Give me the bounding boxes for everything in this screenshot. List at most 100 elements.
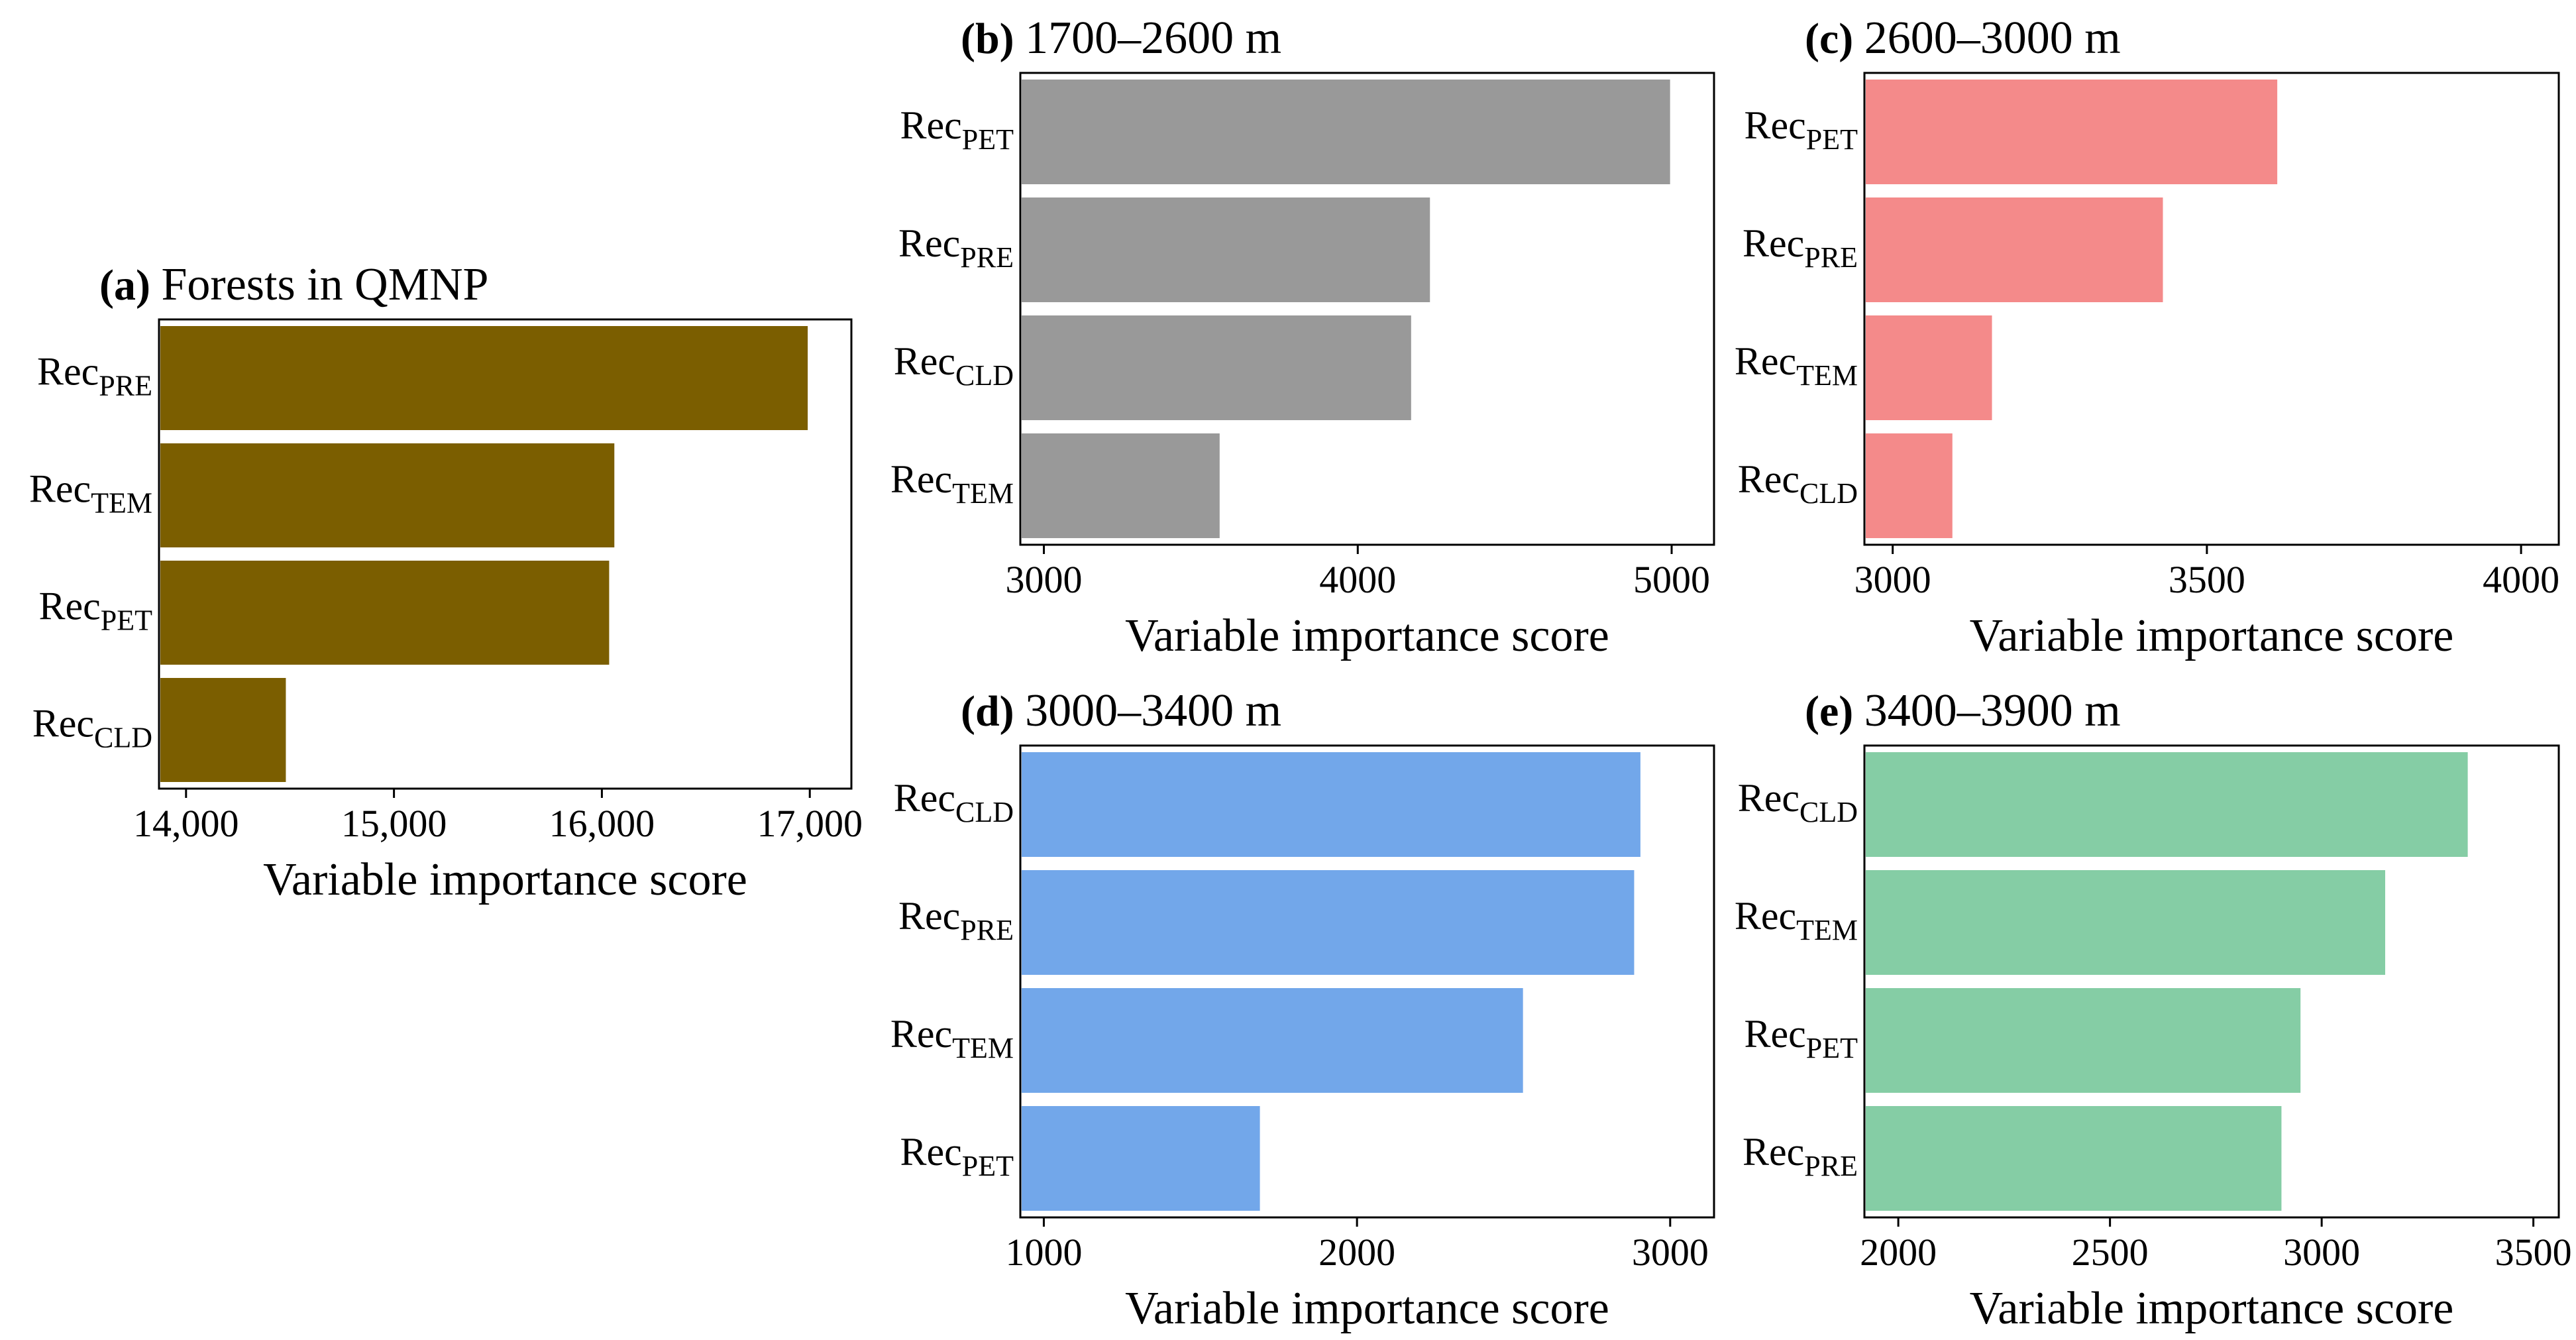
category-label-sub: CLD bbox=[94, 722, 152, 754]
bar-rec-pet bbox=[160, 561, 610, 665]
category-label: RecCLD bbox=[1738, 457, 1858, 510]
x-tick-label: 3000 bbox=[2283, 1231, 2360, 1274]
bar-rec-cld bbox=[1866, 433, 1953, 538]
category-label-main: Rec bbox=[894, 776, 955, 820]
category-label-sub: TEM bbox=[91, 487, 152, 520]
bar-rec-pre bbox=[1022, 197, 1430, 302]
bar-rec-pre bbox=[1866, 197, 2163, 302]
category-label: RecCLD bbox=[894, 776, 1014, 828]
category-label-main: Rec bbox=[894, 339, 955, 383]
panel-title: (c) 2600–3000 m bbox=[1805, 13, 2121, 64]
category-label-main: Rec bbox=[1735, 339, 1796, 383]
panel-title-letter: (b) bbox=[961, 15, 1025, 63]
x-tick-label: 4000 bbox=[2483, 558, 2559, 601]
x-tick-label: 2000 bbox=[1318, 1231, 1395, 1274]
category-label: RecTEM bbox=[29, 467, 152, 520]
category-label: RecPRE bbox=[898, 894, 1014, 946]
x-tick-label: 3000 bbox=[1006, 558, 1083, 601]
plot-frame bbox=[1019, 72, 1715, 546]
panel-title-letter: (e) bbox=[1805, 687, 1864, 736]
category-label-sub: PET bbox=[1806, 1032, 1858, 1064]
category-label-sub: CLD bbox=[1799, 796, 1858, 828]
category-label-sub: TEM bbox=[1796, 914, 1858, 946]
category-label-main: Rec bbox=[1735, 894, 1796, 938]
category-label-main: Rec bbox=[900, 1130, 961, 1174]
x-tick-label: 4000 bbox=[1319, 558, 1396, 601]
category-label: RecTEM bbox=[1735, 894, 1858, 946]
category-label: RecPRE bbox=[1743, 221, 1858, 274]
category-label: RecPET bbox=[1744, 103, 1858, 156]
category-label: RecPET bbox=[900, 1130, 1014, 1182]
category-label-sub: CLD bbox=[955, 359, 1014, 392]
category-label-main: Rec bbox=[32, 702, 94, 746]
category-label-main: Rec bbox=[29, 467, 91, 511]
bar-rec-tem bbox=[160, 443, 615, 547]
category-label-main: Rec bbox=[1743, 221, 1804, 265]
plot-frame bbox=[1863, 72, 2560, 546]
panel-title: (d) 3000–3400 m bbox=[961, 685, 1281, 736]
bar-rec-tem bbox=[1866, 315, 1992, 420]
category-label-main: Rec bbox=[37, 350, 99, 394]
x-tick-label: 15,000 bbox=[341, 802, 447, 845]
panel-title-text: 3000–3400 m bbox=[1025, 685, 1281, 736]
category-label-sub: PET bbox=[101, 604, 152, 637]
panel-title-text: 2600–3000 m bbox=[1864, 13, 2121, 64]
bar-rec-pre bbox=[1022, 870, 1635, 975]
category-label-sub: CLD bbox=[1799, 477, 1858, 510]
bar-rec-cld bbox=[160, 678, 286, 782]
category-label: RecPET bbox=[38, 585, 152, 637]
category-label: RecTEM bbox=[1735, 339, 1858, 392]
category-label-sub: PRE bbox=[960, 914, 1014, 946]
bar-rec-pet bbox=[1866, 988, 2301, 1093]
category-label-sub: CLD bbox=[955, 796, 1014, 828]
category-label-sub: PET bbox=[962, 123, 1014, 156]
bar-rec-pre bbox=[160, 326, 808, 430]
x-axis-label: Variable importance score bbox=[1125, 1283, 1609, 1334]
plot-frame bbox=[1019, 744, 1715, 1219]
category-label-main: Rec bbox=[890, 457, 952, 501]
category-label: RecPRE bbox=[37, 350, 152, 402]
x-tick-label: 16,000 bbox=[549, 802, 655, 845]
bar-rec-cld bbox=[1022, 315, 1411, 420]
category-label: RecTEM bbox=[890, 1012, 1014, 1064]
panel-title-letter: (c) bbox=[1805, 15, 1864, 63]
category-label-main: Rec bbox=[1738, 457, 1799, 501]
category-label-main: Rec bbox=[898, 894, 960, 938]
category-label-main: Rec bbox=[1743, 1130, 1804, 1174]
category-label-main: Rec bbox=[898, 221, 960, 265]
x-tick-label: 3500 bbox=[2169, 558, 2245, 601]
category-label-main: Rec bbox=[1744, 103, 1805, 147]
category-label-sub: TEM bbox=[1796, 359, 1858, 392]
panel-title-text: 3400–3900 m bbox=[1864, 685, 2121, 736]
bar-rec-tem bbox=[1022, 433, 1220, 538]
panel-title-letter: (d) bbox=[961, 687, 1025, 736]
category-label-main: Rec bbox=[38, 585, 100, 628]
category-label-sub: PRE bbox=[960, 241, 1014, 274]
category-label-main: Rec bbox=[900, 103, 961, 147]
category-label-main: Rec bbox=[890, 1012, 952, 1056]
category-label: RecPRE bbox=[1743, 1130, 1858, 1182]
panel-title: (b) 1700–2600 m bbox=[961, 13, 1281, 64]
x-tick-label: 3000 bbox=[1632, 1231, 1709, 1274]
x-tick-label: 3000 bbox=[1854, 558, 1931, 601]
x-tick-label: 5000 bbox=[1633, 558, 1710, 601]
bar-rec-cld bbox=[1022, 752, 1640, 857]
category-label-main: Rec bbox=[1744, 1012, 1805, 1056]
x-axis-label: Variable importance score bbox=[1970, 610, 2454, 661]
category-label: RecCLD bbox=[894, 339, 1014, 392]
x-tick-label: 3500 bbox=[2495, 1231, 2572, 1274]
x-axis-label: Variable importance score bbox=[1970, 1283, 2454, 1334]
category-label-sub: PRE bbox=[1804, 1150, 1858, 1182]
x-tick-label: 2500 bbox=[2072, 1231, 2149, 1274]
bar-rec-pet bbox=[1866, 80, 2278, 184]
bar-rec-tem bbox=[1866, 870, 2385, 975]
plot-frame bbox=[158, 318, 853, 790]
category-label-main: Rec bbox=[1738, 776, 1799, 820]
x-tick-label: 1000 bbox=[1005, 1231, 1082, 1274]
panel-title: (e) 3400–3900 m bbox=[1805, 685, 2121, 736]
